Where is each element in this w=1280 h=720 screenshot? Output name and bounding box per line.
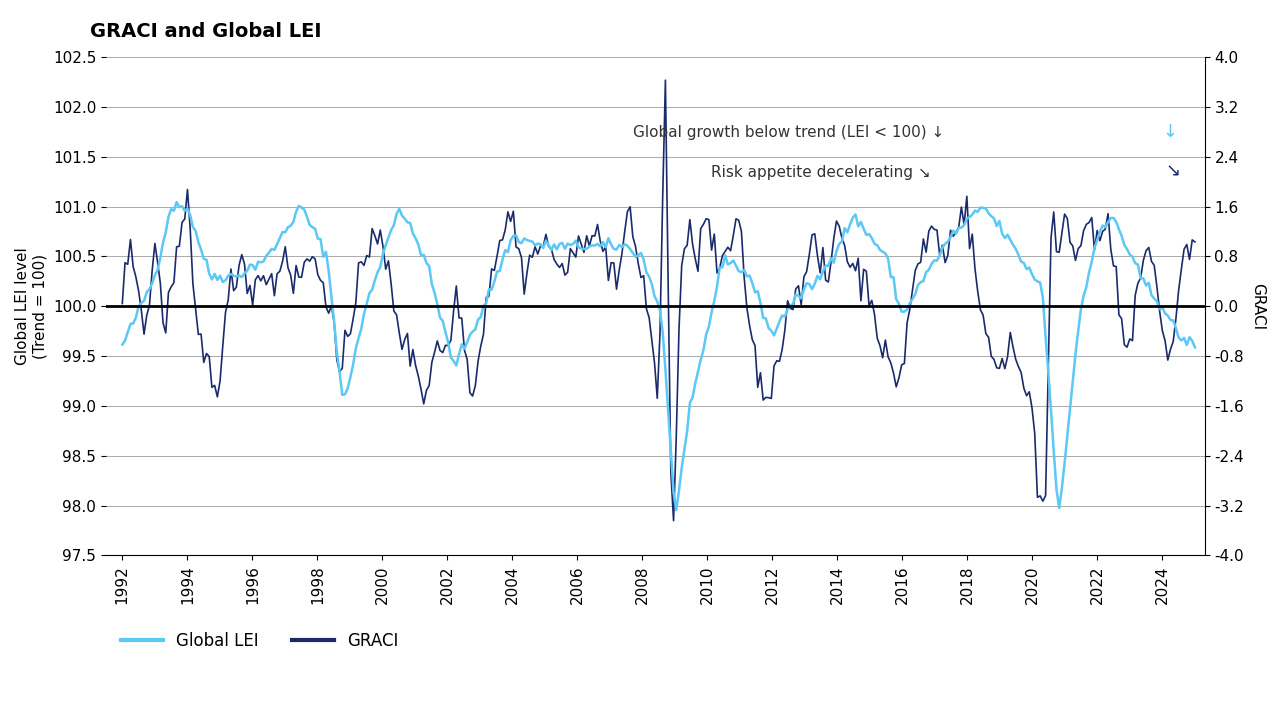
GRACI: [666, 516, 681, 525]
Global LEI: [508, 231, 524, 240]
Legend: Global LEI, GRACI: Global LEI, GRACI: [114, 626, 404, 657]
Text: GRACI and Global LEI: GRACI and Global LEI: [90, 22, 321, 40]
Text: Risk appetite decelerating ↘: Risk appetite decelerating ↘: [712, 165, 931, 179]
Y-axis label: Global LEI level
(Trend = 100): Global LEI level (Trend = 100): [15, 247, 47, 365]
GRACI: [1188, 238, 1203, 246]
Text: ↘: ↘: [1166, 163, 1181, 181]
Global LEI: [1188, 343, 1203, 352]
GRACI: [658, 76, 673, 84]
GRACI: [1033, 492, 1048, 500]
Global LEI: [115, 341, 131, 349]
Global LEI: [169, 198, 184, 207]
GRACI: [506, 207, 521, 215]
Line: Global LEI: Global LEI: [123, 202, 1196, 510]
Text: ↓: ↓: [1162, 122, 1178, 140]
Text: Global growth below trend (LEI < 100) ↓: Global growth below trend (LEI < 100) ↓: [634, 125, 945, 140]
GRACI: [893, 361, 909, 369]
GRACI: [1169, 314, 1184, 323]
Global LEI: [481, 285, 497, 294]
Global LEI: [893, 307, 909, 316]
Global LEI: [1033, 278, 1048, 287]
Global LEI: [188, 227, 204, 235]
Global LEI: [1169, 324, 1184, 333]
GRACI: [479, 293, 494, 302]
GRACI: [186, 279, 201, 288]
Global LEI: [668, 506, 684, 515]
GRACI: [115, 300, 131, 308]
Line: GRACI: GRACI: [123, 80, 1196, 521]
Y-axis label: GRACI: GRACI: [1251, 283, 1265, 330]
